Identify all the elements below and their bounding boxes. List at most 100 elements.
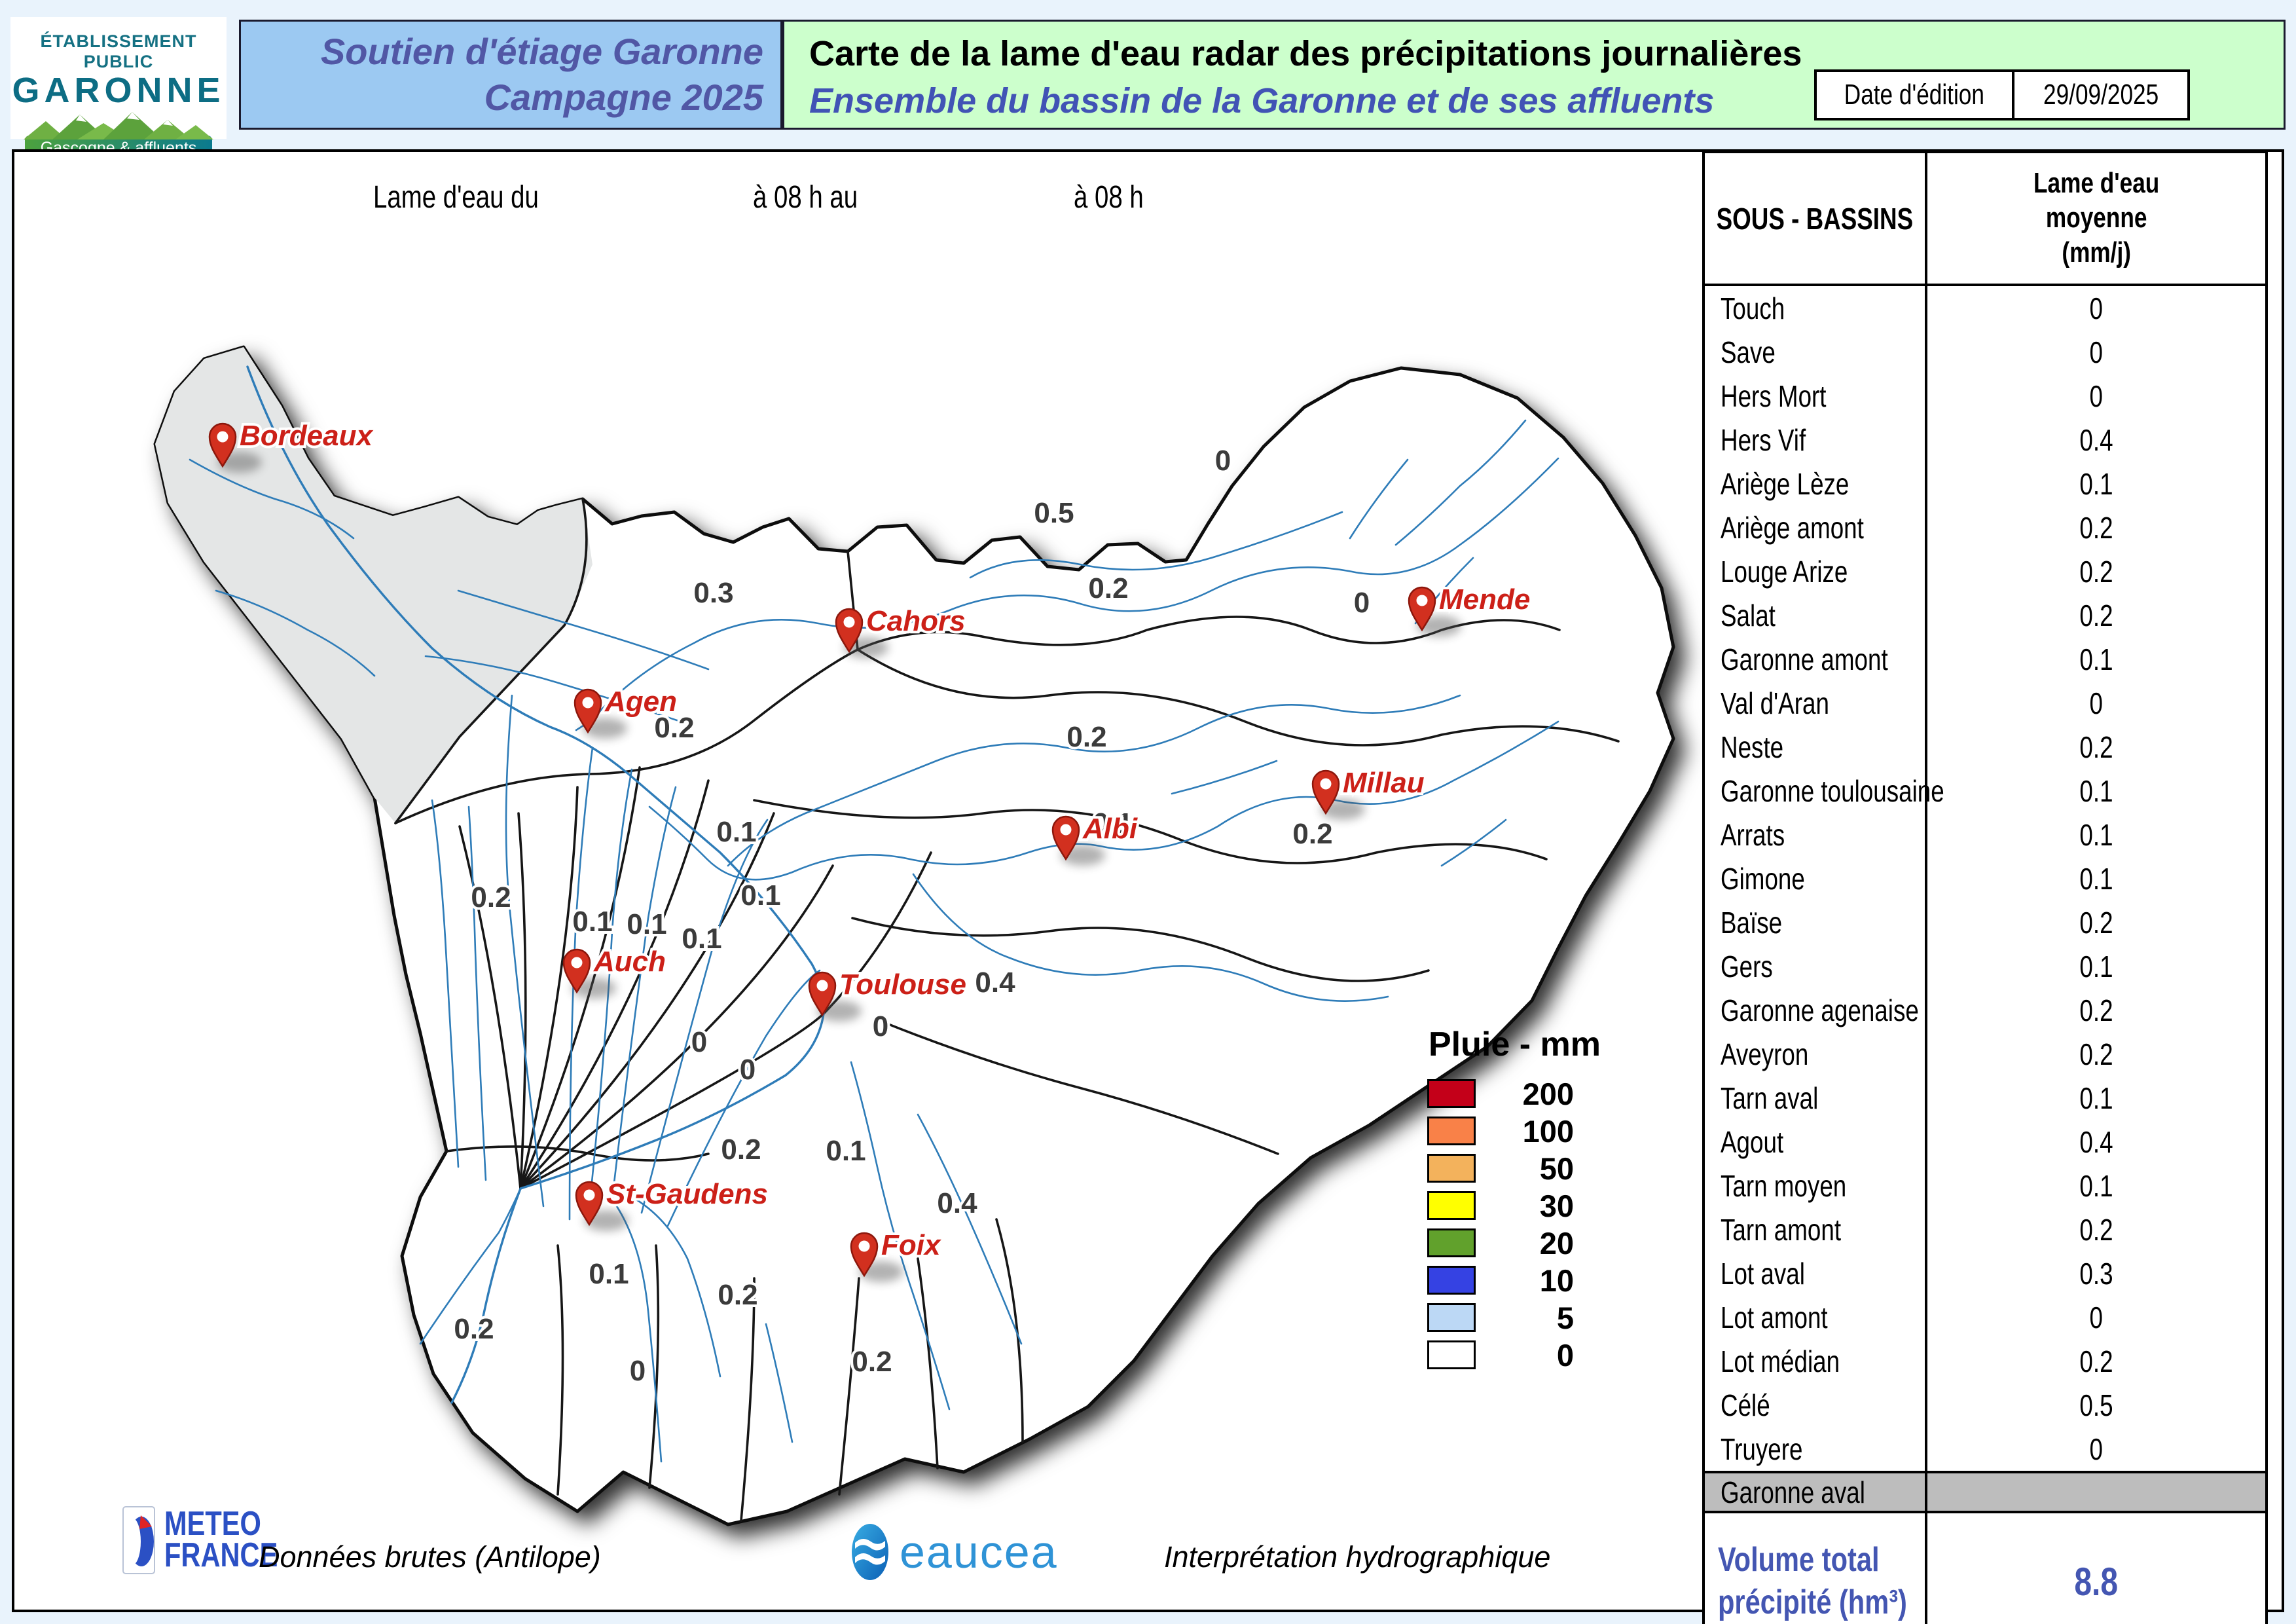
subbasin-value: 0.3 <box>1925 1251 2265 1295</box>
subbasin-value: 0.1 <box>1925 1076 2265 1120</box>
edition-date-value: 29/09/2025 <box>2012 69 2190 120</box>
legend-swatch <box>1427 1191 1476 1220</box>
subbasin-name: Hers Mort <box>1721 378 1827 413</box>
subbasins-table: SOUS - BASSINS Lame d'eau moyenne (mm/j) T… <box>1702 151 2268 1624</box>
table-row: Garonne amont 0.1 <box>1705 637 2265 681</box>
table-row: Neste 0.2 <box>1705 725 2265 769</box>
subbasin-value: 0.1 <box>1925 813 2265 857</box>
period-suffix: à 08 h <box>1074 180 1144 215</box>
subbasin-name: Gers <box>1721 949 1773 984</box>
subbasin-name: Garonne agenaise <box>1721 993 1919 1027</box>
legend-swatch <box>1427 1079 1476 1108</box>
legend-items: 200 100 50 30 20 10 5 0 <box>1427 1076 1601 1373</box>
table-row: Louge Arize 0.2 <box>1705 549 2265 593</box>
legend-item: 200 <box>1427 1076 1601 1111</box>
subbasin-name: Val d'Aran <box>1721 686 1829 720</box>
subbasin-name: Célé <box>1721 1388 1770 1422</box>
legend-title: Pluie - mm <box>1429 1025 1601 1063</box>
subbasin-name: Garonne amont <box>1721 642 1888 676</box>
table-row: Agout 0.4 <box>1705 1120 2265 1164</box>
table-row: Ariège amont 0.2 <box>1705 506 2265 549</box>
subbasin-name: Truyere <box>1721 1431 1803 1466</box>
legend-item: 100 <box>1427 1113 1601 1149</box>
subbasin-name: Tarn moyen <box>1721 1168 1847 1203</box>
table-row: Gers 0.1 <box>1705 944 2265 988</box>
subbasin-value: 0.2 <box>1925 1208 2265 1251</box>
campaign-line2: Campagne 2025 <box>484 77 763 118</box>
volume-total-row: Volume total précipité (hm³) 8.8 <box>1705 1513 2265 1624</box>
subbasin-value: 0.4 <box>1925 418 2265 462</box>
subbasin-value: 0.2 <box>1925 900 2265 944</box>
legend-item: 20 <box>1427 1225 1601 1261</box>
table-row: Gimone 0.1 <box>1705 857 2265 900</box>
legend-value: 100 <box>1522 1113 1574 1149</box>
map-main-title: Carte de la lame d'eau radar des précipi… <box>809 34 1802 73</box>
legend-swatch <box>1427 1116 1476 1145</box>
subbasin-value: 0.5 <box>1925 1383 2265 1427</box>
table-row: Lot amont 0 <box>1705 1295 2265 1339</box>
eaucea-wordmark: eaucea <box>900 1526 1058 1578</box>
table-header: SOUS - BASSINS Lame d'eau moyenne (mm/j) <box>1705 153 2265 286</box>
legend-swatch <box>1427 1154 1476 1183</box>
subbasin-value: 0.1 <box>1925 462 2265 506</box>
table-row: Ariège Lèze 0.1 <box>1705 462 2265 506</box>
table-row: Tarn moyen 0.1 <box>1705 1164 2265 1208</box>
subbasin-value: 0 <box>1925 681 2265 725</box>
subbasin-name: Lot aval <box>1721 1256 1805 1291</box>
subbasin-value: 0.1 <box>1925 637 2265 681</box>
table-row: Arrats 0.1 <box>1705 813 2265 857</box>
subbasin-name: Arrats <box>1721 817 1785 852</box>
table-row: Garonne agenaise 0.2 <box>1705 988 2265 1032</box>
campaign-banner: Soutien d'étiage Garonne Campagne 2025 <box>239 20 782 130</box>
table-row: Hers Vif 0.4 <box>1705 418 2265 462</box>
subbasin-name: Aveyron <box>1721 1037 1809 1071</box>
table-row: Lot aval 0.3 <box>1705 1251 2265 1295</box>
legend-swatch <box>1427 1303 1476 1332</box>
meteo-france-caption: Données brutes (Antilope) <box>259 1540 601 1574</box>
subbasin-value: 0.4 <box>1925 1120 2265 1164</box>
table-row: Salat 0.2 <box>1705 593 2265 637</box>
legend-value: 200 <box>1522 1076 1574 1111</box>
table-row: Hers Mort 0 <box>1705 374 2265 418</box>
table-row: Truyere 0 <box>1705 1427 2265 1471</box>
meteo-france-logo: METEO FRANCE <box>122 1506 306 1574</box>
epg-garonne-logo: ÉTABLISSEMENT PUBLIC GARONNE Gascogne & … <box>10 17 227 182</box>
subbasin-value: 0.1 <box>1925 769 2265 813</box>
legend-swatch <box>1427 1340 1476 1369</box>
map-sub-title: Ensemble du bassin de la Garonne et de s… <box>809 81 1715 120</box>
subbasin-name: Lot médian <box>1721 1344 1840 1378</box>
legend-value: 0 <box>1556 1337 1574 1373</box>
col-lame-deau: Lame d'eau moyenne (mm/j) <box>1925 153 2265 284</box>
legend-value: 10 <box>1539 1263 1574 1298</box>
subbasin-value: 0 <box>1925 374 2265 418</box>
subbasin-name: Baïse <box>1721 905 1783 940</box>
subbasin-name: Save <box>1721 335 1776 369</box>
volume-total-value: 8.8 <box>1925 1513 2265 1624</box>
subbasin-value: 0.2 <box>1925 988 2265 1032</box>
mf-line1: METEO <box>164 1505 261 1543</box>
mf-line2: FRANCE <box>164 1536 278 1574</box>
subbasin-name: Tarn aval <box>1721 1080 1819 1115</box>
subbasin-value: 0.2 <box>1925 549 2265 593</box>
legend-item: 30 <box>1427 1189 1601 1223</box>
legend-value: 5 <box>1556 1300 1574 1335</box>
subbasin-name: Ariège Lèze <box>1721 466 1850 501</box>
subbasin-name: Salat <box>1721 598 1776 633</box>
subbasin-name: Garonne toulousaine <box>1721 773 1944 808</box>
table-row: Lot médian 0.2 <box>1705 1339 2265 1383</box>
legend-value: 20 <box>1539 1225 1574 1261</box>
table-row: Baïse 0.2 <box>1705 900 2265 944</box>
subbasin-value: 0.2 <box>1925 593 2265 637</box>
garonne-aval-row: Garonne aval <box>1705 1471 2265 1513</box>
subbasin-value: 0.2 <box>1925 506 2265 549</box>
legend-item: 0 <box>1427 1337 1601 1373</box>
subbasin-value: 0.2 <box>1925 1339 2265 1383</box>
legend-item: 5 <box>1427 1300 1601 1335</box>
eaucea-caption: Interprétation hydrographique <box>1164 1540 1551 1574</box>
table-row: Tarn aval 0.1 <box>1705 1076 2265 1120</box>
subbasin-name: Lot amont <box>1721 1300 1828 1335</box>
subbasin-name: Neste <box>1721 729 1784 764</box>
legend-item: 10 <box>1427 1263 1601 1298</box>
subbasin-name: Ariège amont <box>1721 510 1864 545</box>
